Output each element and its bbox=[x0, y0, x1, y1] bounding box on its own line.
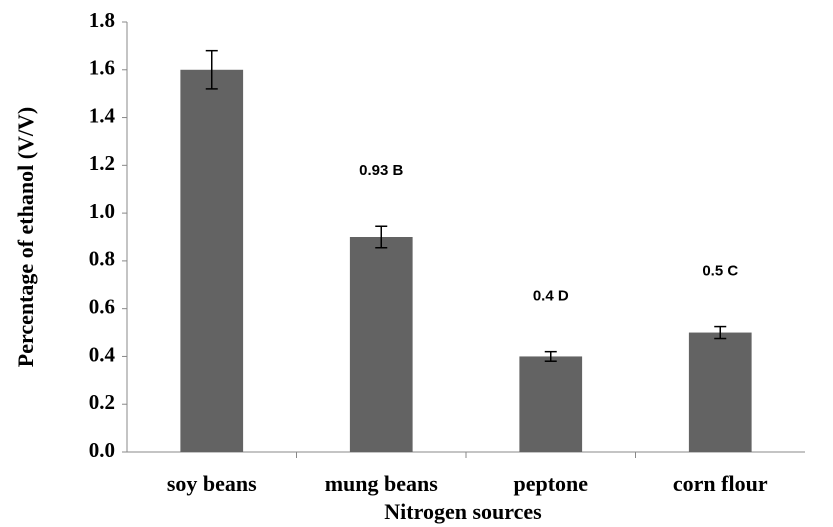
annotation: 0.93 B bbox=[359, 162, 403, 179]
error-bar bbox=[714, 325, 727, 340]
y-tick-label: 0.2 bbox=[89, 390, 115, 414]
y-tick-label: 0.8 bbox=[89, 247, 115, 271]
y-tick-label: 0.0 bbox=[89, 438, 115, 462]
y-tick-label: 1.8 bbox=[89, 8, 115, 32]
error-bar bbox=[544, 350, 557, 362]
bar bbox=[519, 356, 583, 452]
x-tick-label: mung beans bbox=[325, 471, 439, 496]
x-tick-label: soy beans bbox=[167, 471, 257, 496]
bar bbox=[349, 237, 413, 452]
annotation: 0.5 C bbox=[702, 263, 738, 280]
y-tick-label: 1.2 bbox=[89, 151, 115, 175]
error-bar bbox=[375, 225, 388, 249]
x-tick-label: corn flour bbox=[673, 471, 768, 496]
x-axis-label: Nitrogen sources bbox=[384, 499, 542, 524]
y-tick-label: 0.6 bbox=[89, 294, 115, 318]
error-bar bbox=[205, 49, 218, 90]
annotation: 0.4 D bbox=[533, 288, 569, 305]
y-tick-label: 1.4 bbox=[89, 103, 116, 127]
bar bbox=[688, 332, 752, 452]
y-tick-label: 1.6 bbox=[89, 56, 115, 80]
y-tick-label: 1.0 bbox=[89, 199, 115, 223]
y-axis-label: Percentage of ethanol (V/V) bbox=[13, 107, 38, 367]
bar bbox=[180, 69, 244, 453]
x-tick-label: peptone bbox=[513, 471, 588, 496]
y-tick-label: 0.4 bbox=[89, 342, 116, 366]
